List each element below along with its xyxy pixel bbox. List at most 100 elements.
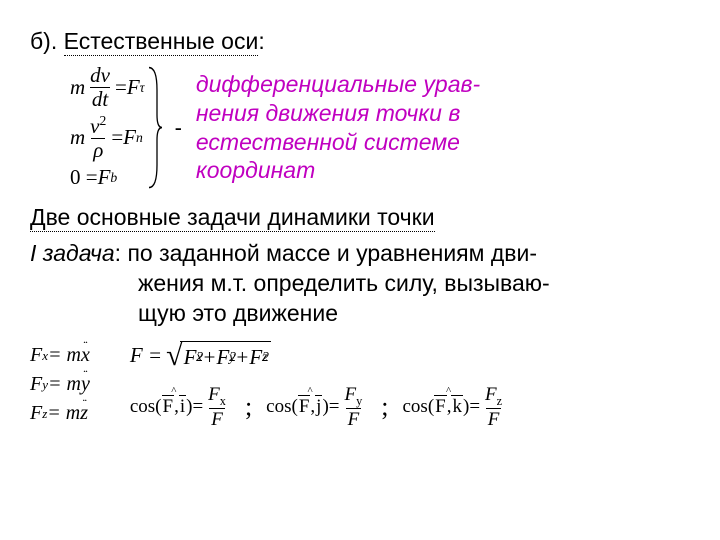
eq: = (329, 396, 340, 418)
kbar: k (451, 396, 463, 418)
sub: z (497, 393, 502, 407)
sym-F: F (127, 75, 140, 100)
plus: + (202, 345, 216, 370)
Fbar: F (298, 396, 311, 418)
num: Fy (342, 385, 364, 408)
frac-v2rho: v2 ρ (88, 114, 108, 161)
task-1: I задача: по заданной массе и уравнениям… (30, 239, 690, 329)
jbar: j (315, 396, 322, 418)
heading-suffix: : (258, 28, 264, 54)
den: F (209, 408, 225, 429)
F: F (344, 384, 356, 405)
radicand: F2x + F2y + F2z (180, 341, 272, 371)
num: dv (88, 65, 112, 87)
den: dt (90, 87, 110, 110)
force-magnitude: F = √ F2x + F2y + F2z (130, 341, 507, 371)
t: F (216, 345, 229, 370)
eq-tangential: m dv dt = Fτ (70, 65, 145, 110)
lhs-zero: 0 = (70, 165, 98, 190)
formulas-row: Fx = m x Fy = m y Fz = m z F = √ F2x + F… (30, 341, 690, 429)
desc-line: координат (196, 157, 315, 183)
ddot-z: z (80, 402, 88, 425)
eq-sign: = (115, 75, 127, 100)
Fbar: F (434, 396, 447, 418)
hat: F,k (434, 396, 463, 418)
heading-prefix: б). (30, 28, 64, 54)
frac: Fz F (483, 385, 504, 429)
sym-m: m (70, 125, 85, 150)
num: Fx (206, 385, 228, 408)
natural-axes-block: m dv dt = Fτ m v2 ρ = Fn 0 = Fb (70, 65, 690, 190)
equation-block: m dv dt = Fτ m v2 ρ = Fn 0 = Fb (70, 65, 163, 190)
desc-line: нения движения точки в (196, 100, 460, 126)
frac: Fx F (206, 385, 228, 429)
b: z (262, 349, 267, 365)
eq: = (469, 396, 480, 418)
cos-fj: cos(F,j) = Fy F (266, 385, 367, 429)
direction-cosines: cos(F,i) = Fx F ; cos(F,j) = Fy F ; cos(… (130, 385, 507, 429)
subheading-text: Две основные задачи динамики точки (30, 204, 435, 232)
eq-fz: Fz = m z (30, 402, 90, 425)
sym-F: F (98, 165, 111, 190)
fn: cos (130, 396, 155, 418)
den: F (486, 408, 502, 429)
section-heading: б). Естественные оси: (30, 28, 690, 55)
equation-description: дифференциальные урав- нения движения то… (196, 70, 480, 185)
F: F (485, 384, 497, 405)
sub-b: b (110, 170, 117, 186)
right-brace-icon (147, 65, 163, 190)
frac: Fy F (342, 385, 364, 429)
plus: + (235, 345, 249, 370)
sym-rho: ρ (91, 138, 105, 161)
eq: = m (48, 344, 81, 367)
equation-list: m dv dt = Fτ m v2 ρ = Fn 0 = Fb (70, 65, 145, 190)
magnitude-and-cos: F = √ F2x + F2y + F2z cos(F,i) = Fx F (130, 341, 507, 429)
sym-F: F (30, 402, 42, 425)
frac-dvdt: dv dt (88, 65, 112, 110)
desc-line: дифференциальные урав- (196, 71, 480, 97)
eq-fx: Fx = m x (30, 344, 90, 367)
num: v2 (88, 114, 108, 138)
Fbar: F (162, 396, 175, 418)
sym-v: v (90, 114, 99, 138)
semi: ; (245, 392, 252, 422)
hat: F,j (298, 396, 323, 418)
sym-m: m (70, 75, 85, 100)
fn: cos (266, 396, 291, 418)
fn: cos (403, 396, 428, 418)
sym-F: F (30, 373, 42, 396)
lhs: F = (130, 343, 162, 368)
t: F (184, 345, 197, 370)
task-line: жения м.т. определить силу, вызываю- (138, 270, 550, 296)
cos-fi: cos(F,i) = Fx F (130, 385, 231, 429)
sub: x (220, 393, 226, 407)
task-line: : по заданной массе и уравнениям дви- (115, 240, 537, 266)
F: F (208, 384, 220, 405)
eq: = m (47, 402, 80, 425)
desc-line: естественной системе (196, 129, 460, 155)
sym-F: F (123, 125, 136, 150)
sub: y (356, 393, 362, 407)
sup-2: 2 (100, 113, 107, 128)
task-label: I задача (30, 240, 115, 266)
eq-normal: m v2 ρ = Fn (70, 114, 145, 161)
sub-tau: τ (140, 80, 145, 96)
eq-binormal: 0 = Fb (70, 165, 145, 190)
ibar: i (179, 396, 186, 418)
eq-fy: Fy = m y (30, 373, 90, 396)
eq-sign: = (111, 125, 123, 150)
t: F (249, 345, 262, 370)
eq: = m (48, 373, 81, 396)
hat: F,i (162, 396, 187, 418)
num: Fz (483, 385, 504, 408)
sym-F: F (30, 344, 42, 367)
cos-fk: cos(F,k) = Fz F (403, 385, 508, 429)
subheading: Две основные задачи динамики точки (30, 204, 690, 231)
den: F (346, 408, 362, 429)
heading-title: Естественные оси (64, 28, 259, 56)
task-line: щую это движение (138, 300, 338, 326)
dash-separator: - (175, 115, 182, 141)
force-components: Fx = m x Fy = m y Fz = m z (30, 344, 90, 425)
semi: ; (381, 392, 388, 422)
sqrt: √ F2x + F2y + F2z (166, 341, 271, 371)
